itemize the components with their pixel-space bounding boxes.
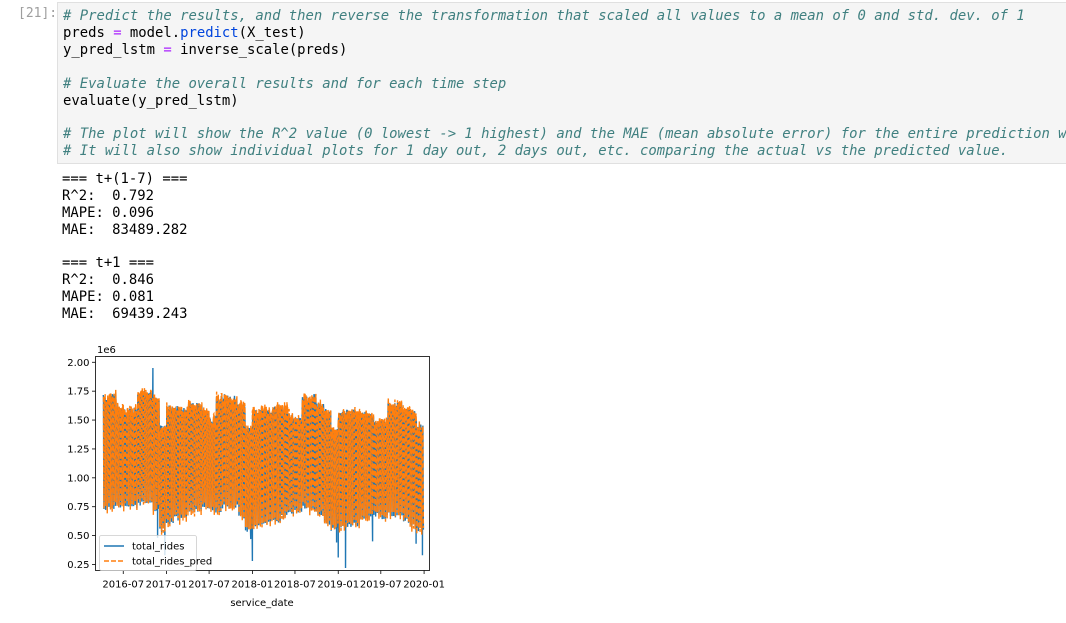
x-tick-label: 2020-01 bbox=[403, 580, 445, 591]
code-line: y_pred_lstm = inverse_scale(preds) bbox=[63, 42, 347, 58]
plot-frame bbox=[95, 356, 430, 571]
output-line: R^2: 0.846 bbox=[62, 272, 154, 289]
code-token: = bbox=[163, 41, 172, 58]
code-token: = bbox=[113, 24, 122, 41]
x-tick-label: 2019-01 bbox=[317, 580, 359, 591]
code-cell[interactable]: # Predict the results, and then reverse … bbox=[57, 2, 1066, 164]
series-total-rides-pred bbox=[102, 388, 425, 535]
output-line: === t+1 === bbox=[62, 255, 154, 272]
output-line: MAPE: 0.081 bbox=[62, 288, 154, 305]
y-tick-label: 1.00 bbox=[67, 473, 89, 484]
x-tick-label: 2016-07 bbox=[102, 580, 144, 591]
y-tick-label: 1.25 bbox=[67, 444, 89, 455]
x-axis-label: service_date bbox=[230, 598, 293, 609]
output-line: MAE: 69439.243 bbox=[62, 305, 188, 322]
legend: total_rides total_rides_pred bbox=[99, 535, 212, 571]
cell-output: === t+(1-7) === R^2: 0.792 MAPE: 0.096 M… bbox=[62, 171, 187, 323]
legend-box bbox=[99, 535, 197, 571]
y-tick-label: 0.25 bbox=[67, 560, 89, 571]
code-token: # Predict the results, and then reverse … bbox=[63, 8, 1025, 24]
cell-prompt: [21]: bbox=[18, 6, 58, 21]
x-tick-label: 2017-07 bbox=[188, 580, 230, 591]
output-line: === t+(1-7) === bbox=[62, 171, 188, 187]
code-line: preds = model.predict(X_test) bbox=[63, 25, 306, 41]
output-line: MAE: 83489.282 bbox=[62, 221, 188, 238]
code-line: # It will also show individual plots for… bbox=[63, 143, 1008, 159]
y-offset-label: 1e6 bbox=[97, 345, 116, 356]
y-tick-label: 0.75 bbox=[67, 502, 89, 513]
code-editor[interactable]: # Predict the results, and then reverse … bbox=[63, 8, 1066, 160]
code-token: model. bbox=[121, 24, 181, 41]
code-token: (X_test) bbox=[238, 24, 306, 41]
code-token: y_pred_lstm bbox=[63, 41, 164, 58]
y-tick-label: 1.75 bbox=[67, 387, 89, 398]
code-line: # The plot will show the R^2 value (0 lo… bbox=[63, 126, 1066, 142]
code-line: # Predict the results, and then reverse … bbox=[63, 8, 1025, 24]
code-token: evaluate(y_pred_lstm) bbox=[63, 92, 239, 109]
output-line: R^2: 0.792 bbox=[62, 187, 154, 204]
code-line: # Evaluate the overall results and for e… bbox=[63, 76, 506, 92]
x-tick-label: 2018-01 bbox=[231, 580, 273, 591]
x-tick-label: 2017-01 bbox=[146, 580, 188, 591]
code-token: # It will also show individual plots for… bbox=[63, 143, 1009, 160]
code-token: predict bbox=[180, 24, 239, 41]
code-token: preds bbox=[63, 24, 114, 41]
y-tick-label: 1.50 bbox=[67, 416, 89, 427]
code-token: # Evaluate the overall results and for e… bbox=[63, 75, 507, 92]
code-token: inverse_scale(preds) bbox=[171, 41, 348, 58]
legend-label-actual: total_rides bbox=[132, 542, 184, 553]
code-token: # The plot will show the R^2 value (0 lo… bbox=[63, 126, 1066, 143]
y-tick-label: 0.50 bbox=[67, 531, 89, 542]
code-line: evaluate(y_pred_lstm) bbox=[63, 93, 239, 109]
y-tick-label: 2.00 bbox=[67, 358, 89, 369]
x-tick-label: 2018-07 bbox=[274, 580, 316, 591]
x-tick-label: 2019-07 bbox=[360, 580, 402, 591]
output-line: MAPE: 0.096 bbox=[62, 204, 154, 221]
legend-label-pred: total_rides_pred bbox=[132, 557, 212, 568]
